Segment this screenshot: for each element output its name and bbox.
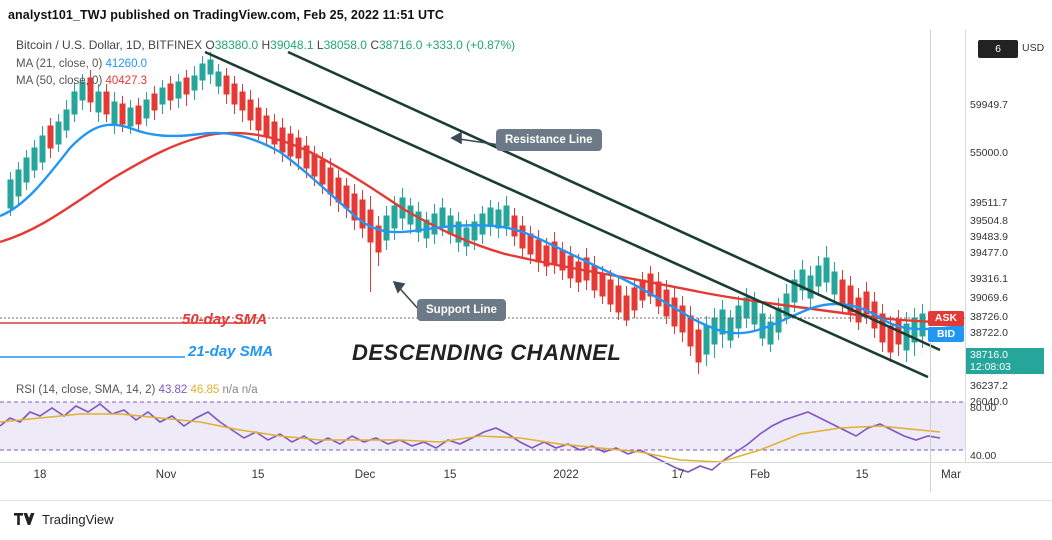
byline: analyst101_TWJ published on TradingView.… — [8, 8, 445, 22]
time-label: Feb — [750, 469, 770, 481]
legend-ma21: MA (21, close, 0) 41260.0 — [16, 58, 147, 70]
legend-high: 39048.1 — [270, 38, 314, 52]
axis-label: 59949.7 — [970, 99, 1008, 111]
current-price-countdown: 12:08:03 — [970, 361, 1011, 373]
time-label: 15 — [855, 469, 869, 481]
time-label: 15 — [443, 469, 457, 481]
descending-channel — [204, 50, 941, 378]
time-label: Mar — [941, 469, 961, 481]
axis-label: 39316.1 — [970, 273, 1008, 285]
rsi-legend: RSI (14, close, SMA, 14, 2) 43.82 46.85 … — [16, 384, 258, 396]
rsi-signal-line — [0, 413, 941, 463]
legend-ma50-label: MA (50, close, 0) — [16, 75, 103, 87]
price-axis[interactable]: 6 USD 59949.7 55000.0 39511.7 39504.8 39… — [928, 30, 1052, 462]
annotation-arrows — [392, 131, 501, 313]
axis-label: 39504.8 — [970, 215, 1008, 227]
bid-tag: BID — [928, 327, 964, 342]
tradingview-label: TradingView — [42, 512, 114, 527]
support-line-label: Support Line — [417, 299, 506, 321]
tradingview-mark-icon — [14, 512, 36, 527]
legend-ma21-label: MA (21, close, 0) — [16, 58, 103, 70]
candlesticks — [0, 52, 965, 374]
legend-ma50: MA (50, close, 0) 40427.3 — [16, 75, 147, 87]
currency-label: USD — [1022, 42, 1045, 54]
ma21-line — [0, 123, 965, 335]
rsi-legend-label: RSI (14, close, SMA, 14, 2) — [16, 384, 156, 396]
rsi-axis-label: 40.00 — [970, 450, 997, 462]
time-label: Nov — [155, 469, 177, 481]
legend-change: +333.0 (+0.87%) — [425, 38, 516, 52]
axis-label: 55000.0 — [970, 147, 1008, 159]
currency-badge: 6 — [978, 40, 1018, 58]
legend-high-label: H — [261, 38, 271, 52]
axis-label: 39477.0 — [970, 247, 1008, 259]
legend-symbol: Bitcoin / U.S. Dollar, 1D, BITFINEX — [16, 38, 203, 52]
chart-legend: Bitcoin / U.S. Dollar, 1D, BITFINEX O383… — [16, 38, 515, 52]
time-label: 15 — [251, 469, 265, 481]
price-chart-svg — [0, 50, 965, 378]
last-bar-separator — [930, 30, 931, 492]
ask-tag: ASK — [928, 311, 964, 326]
rsi-chart-svg — [0, 401, 965, 473]
rsi-legend-value2: 46.85 — [190, 384, 220, 396]
time-label: 18 — [33, 469, 47, 481]
axis-label: 39483.9 — [970, 231, 1008, 243]
axis-label: 26040.0 — [970, 396, 1008, 408]
time-axis[interactable]: 18 Nov 15 Dec 15 2022 17 Feb 15 Mar — [0, 462, 1052, 489]
current-price-badge: 38716.0 12:08:03 — [966, 348, 1044, 374]
ask-row: ASK 38726.0 — [928, 311, 1052, 326]
rsi-legend-na: n/a n/a — [222, 384, 258, 396]
legend-low-label: L — [316, 38, 324, 52]
legend-low: 38058.0 — [323, 38, 367, 52]
rsi-line — [0, 403, 941, 473]
axis-label: 39511.7 — [970, 197, 1008, 209]
ask-value: 38726.0 — [970, 311, 1008, 323]
axis-label: 39069.6 — [970, 292, 1008, 304]
rsi-axis-label: 80.00 — [970, 402, 997, 414]
legend-ma50-value: 40427.3 — [105, 75, 148, 87]
time-label: 17 — [671, 469, 685, 481]
legend-open-label: O — [205, 38, 215, 52]
support-line — [287, 50, 941, 352]
legend-ma21-value: 41260.0 — [105, 58, 148, 70]
descending-channel-label: DESCENDING CHANNEL — [352, 340, 622, 365]
bid-value: 38722.0 — [970, 327, 1008, 339]
rsi-pane[interactable]: RSI (14, close, SMA, 14, 2) 43.82 46.85 … — [0, 382, 965, 492]
axis-label: 36237.2 — [970, 380, 1008, 392]
sma50-label: 50-day SMA — [182, 311, 268, 328]
rsi-legend-value: 43.82 — [158, 384, 188, 396]
tradingview-logo[interactable]: TradingView — [14, 512, 114, 527]
time-label: Dec — [354, 469, 376, 481]
legend-close: 38716.0 — [378, 38, 423, 52]
current-price-value: 38716.0 — [970, 349, 1008, 361]
resistance-line-label: Resistance Line — [496, 129, 602, 151]
chart-canvas[interactable]: Bitcoin / U.S. Dollar, 1D, BITFINEX O383… — [0, 30, 1052, 500]
sma21-label: 21-day SMA — [188, 343, 274, 360]
legend-open: 38380.0 — [214, 38, 259, 52]
time-label: 2022 — [553, 469, 579, 481]
resistance-line — [204, 50, 929, 378]
bid-row: BID 38722.0 — [928, 327, 1052, 342]
price-pane[interactable]: Bitcoin / U.S. Dollar, 1D, BITFINEX O383… — [0, 30, 965, 378]
legend-close-label: C — [370, 38, 379, 52]
footer: TradingView — [0, 500, 1052, 540]
